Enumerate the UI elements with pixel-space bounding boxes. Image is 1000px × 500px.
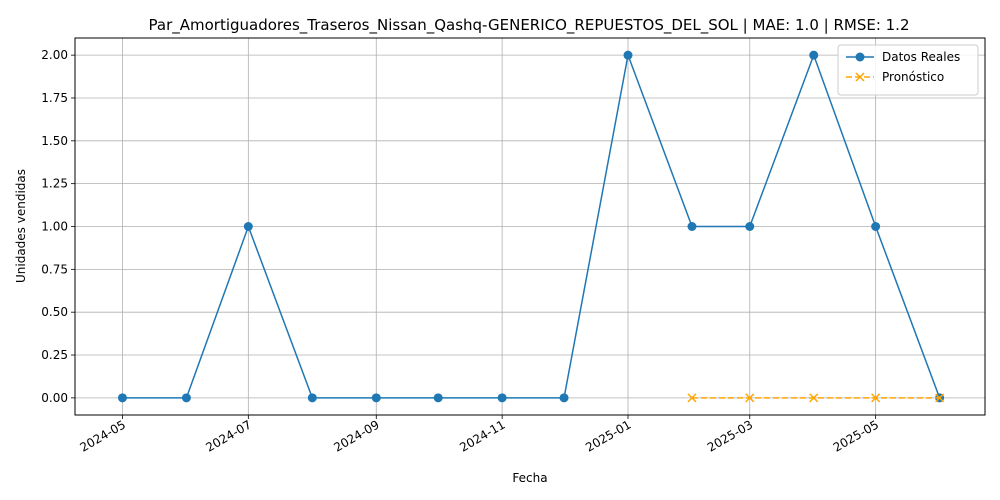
y-tick-label: 0.00 <box>41 391 68 405</box>
data-point <box>745 393 755 403</box>
data-point <box>117 393 127 403</box>
series-line <box>122 52 941 399</box>
x-tick-label: 2024-05 <box>78 417 128 454</box>
data-point <box>935 393 945 403</box>
data-point <box>745 222 755 231</box>
y-tick-label: 1.75 <box>41 91 68 105</box>
data-point <box>559 393 569 403</box>
legend-marker <box>855 72 865 82</box>
data-point <box>623 50 633 60</box>
x-tick-label: 2024-09 <box>331 417 381 454</box>
chart-title: Par_Amortiguadores_Traseros_Nissan_Qashq… <box>149 16 910 35</box>
data-point <box>871 222 881 231</box>
data-point <box>307 393 317 403</box>
legend-marker <box>855 52 865 62</box>
x-tick-label: 2025-03 <box>705 417 755 454</box>
legend-label: Datos Reales <box>882 50 960 64</box>
x-tick-label: 2024-07 <box>203 417 253 454</box>
x-axis-ticks: 2024-05 2024-07 2024-09 2024-11 2025-01 2025-… <box>78 415 881 455</box>
series-layer <box>117 50 945 403</box>
data-point <box>687 222 697 231</box>
data-point <box>871 393 881 403</box>
y-axis-title: Unidades vendidas <box>14 169 28 283</box>
y-axis-ticks: 0.00 0.25 0.50 0.75 1.00 1.25 1.50 1.75 2.00 <box>41 48 75 405</box>
legend: Datos Reales Pronóstico <box>837 44 979 96</box>
x-tick-label: 2025-05 <box>831 417 881 454</box>
y-tick-label: 0.25 <box>41 348 68 362</box>
y-tick-label: 1.25 <box>41 177 68 191</box>
data-point <box>497 393 507 403</box>
data-point <box>687 393 697 403</box>
y-tick-label: 0.75 <box>41 262 68 276</box>
data-point <box>809 393 819 403</box>
y-tick-label: 1.50 <box>41 134 68 148</box>
x-tick-label: 2024-11 <box>457 417 507 454</box>
grid <box>75 38 985 415</box>
data-point <box>243 222 253 231</box>
data-point <box>433 393 443 403</box>
legend-label: Pronóstico <box>882 70 944 84</box>
data-point <box>371 393 381 403</box>
x-axis-title: Fecha <box>512 471 547 485</box>
x-tick-label: 2025-01 <box>583 417 633 454</box>
y-tick-label: 2.00 <box>41 48 68 62</box>
y-tick-label: 0.50 <box>41 305 68 319</box>
data-point <box>809 50 819 60</box>
data-point <box>181 393 191 403</box>
y-tick-label: 1.00 <box>41 220 68 234</box>
